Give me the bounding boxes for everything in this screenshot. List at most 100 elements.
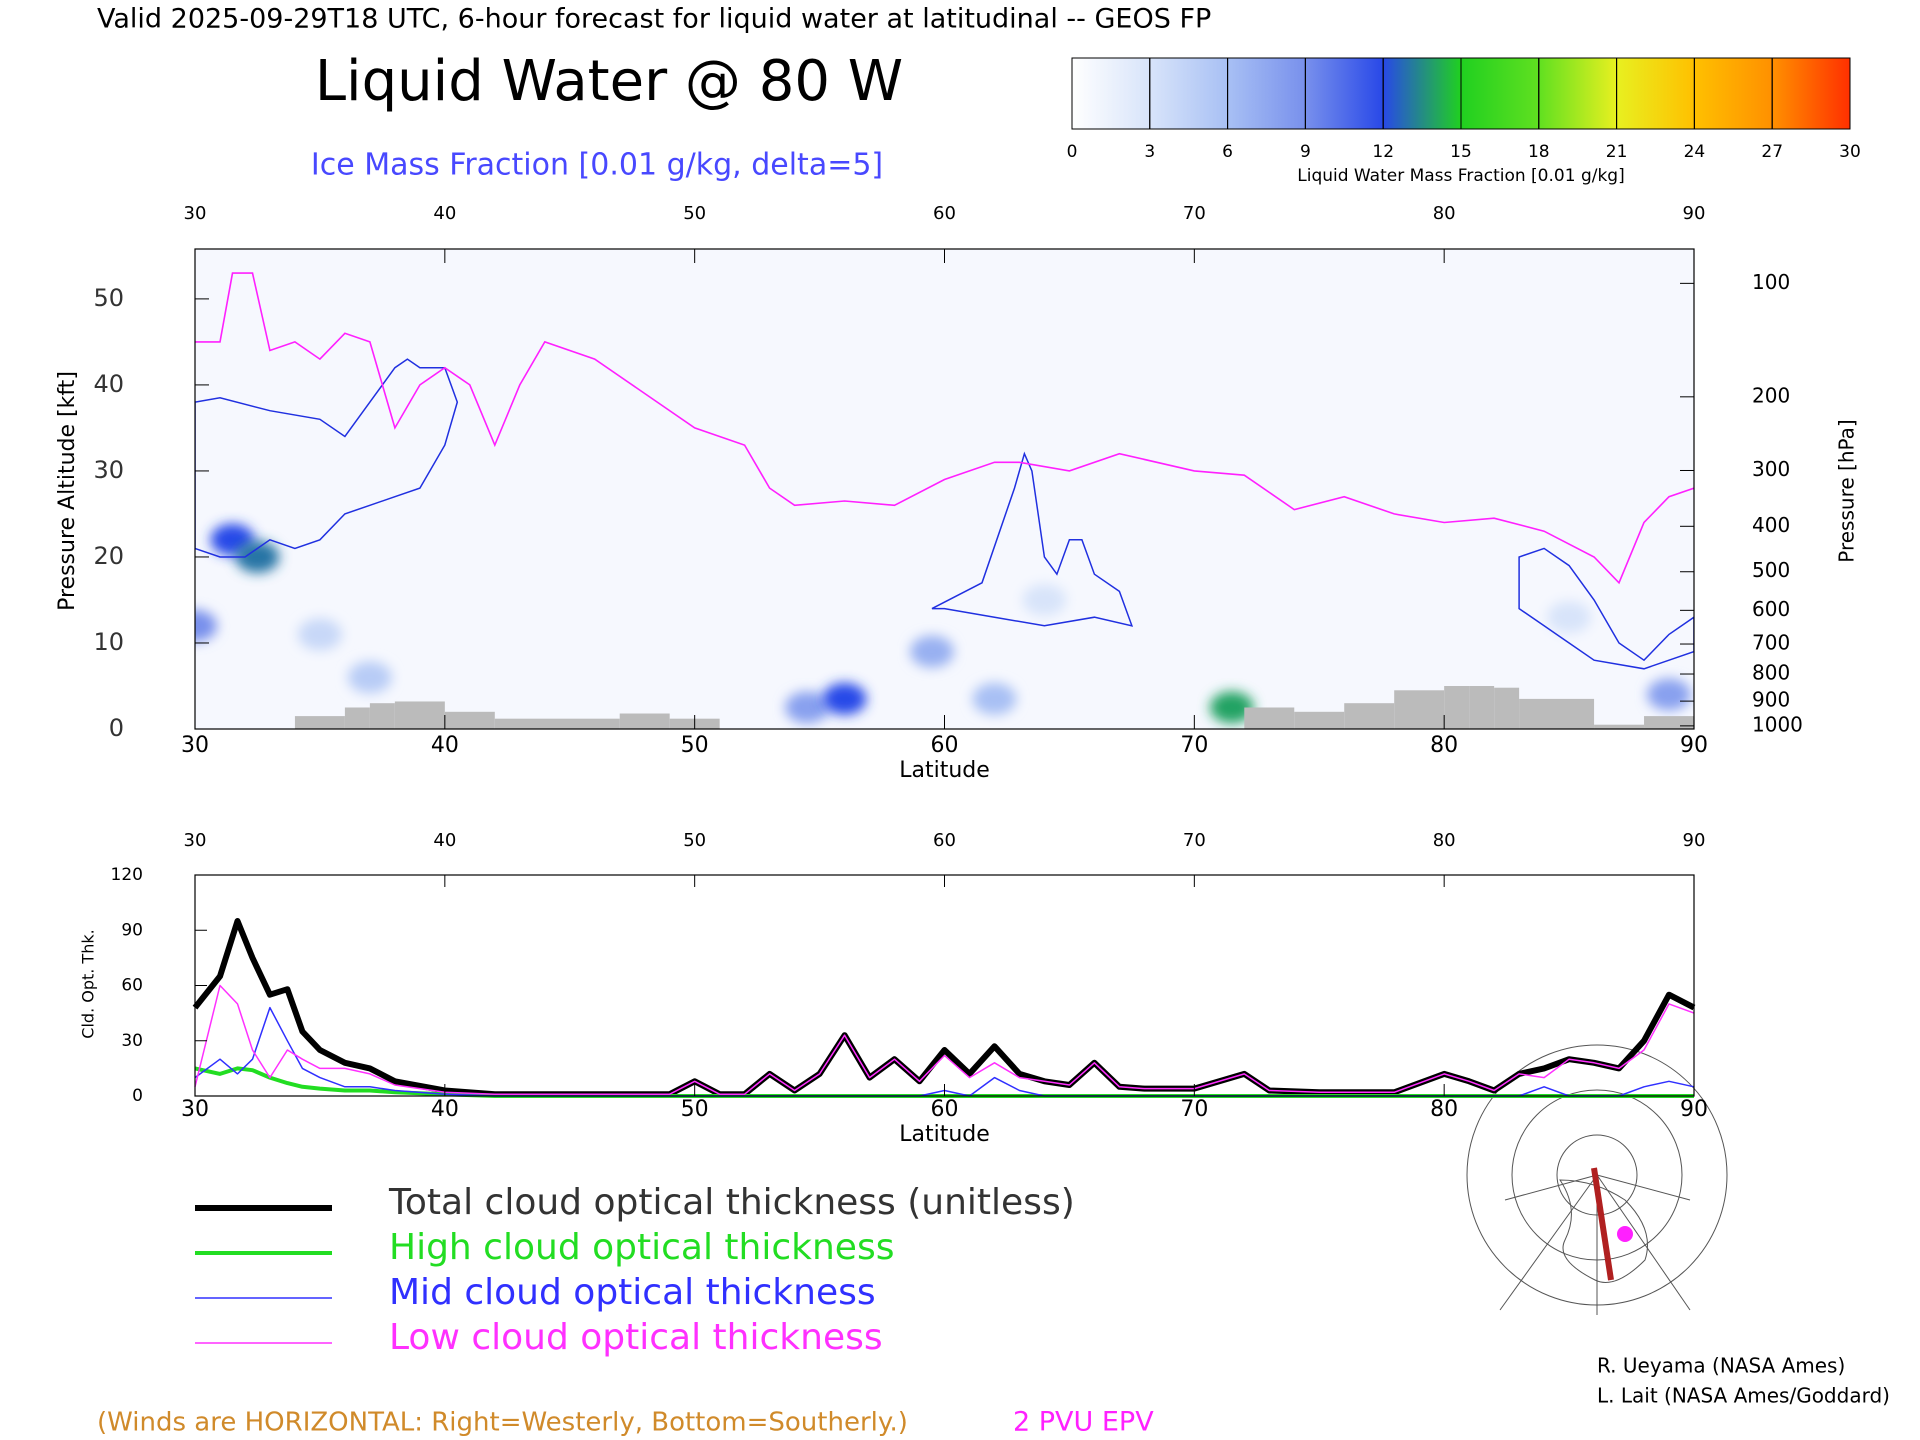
colorbar-box bbox=[1538, 57, 1618, 130]
series-line bbox=[192, 918, 1696, 1098]
colorbar-tick-label: 12 bbox=[1372, 142, 1394, 162]
colorbar-tick-label: 3 bbox=[1144, 142, 1155, 162]
x-tick-label: 30 bbox=[181, 733, 209, 758]
ice-contour bbox=[931, 451, 1134, 627]
x-tick-label: 40 bbox=[431, 733, 459, 758]
terrain-bar bbox=[394, 701, 445, 729]
y-tick-label: 20 bbox=[93, 542, 124, 570]
y-tick-label: 10 bbox=[93, 628, 124, 656]
wind-note: (Winds are HORIZONTAL: Right=Westerly, B… bbox=[97, 1408, 908, 1438]
epv-legend: 2 PVU EPV bbox=[1013, 1407, 1154, 1438]
y-tick-label: 0 bbox=[109, 714, 124, 742]
x-tick-label-top: 70 bbox=[1183, 203, 1206, 224]
liquid-water-patch bbox=[1547, 601, 1592, 634]
terrain-bar bbox=[1594, 724, 1645, 729]
plot-area bbox=[195, 272, 1694, 729]
y-axis-label: Cld. Opt. Thk. bbox=[79, 929, 98, 1038]
y-tick-label: 60 bbox=[121, 976, 143, 996]
liquid-water-patch bbox=[822, 682, 867, 715]
y2-tick-label: 200 bbox=[1752, 383, 1790, 407]
x-axis-label: Latitude bbox=[899, 1122, 990, 1147]
colorbar-tick-label: 15 bbox=[1450, 142, 1472, 162]
colorbar-tick-label: 30 bbox=[1839, 142, 1861, 162]
y2-tick-label: 100 bbox=[1752, 270, 1790, 294]
liquid-water-patch bbox=[1647, 678, 1692, 711]
colorbar-box bbox=[1304, 57, 1384, 130]
chart-title: Liquid Water @ 80 W bbox=[315, 49, 903, 114]
colorbar-tick-label: 0 bbox=[1067, 142, 1078, 162]
terrain-bar bbox=[1394, 690, 1445, 729]
y2-tick-label: 700 bbox=[1752, 631, 1790, 655]
x-tick-label-top: 30 bbox=[184, 203, 207, 224]
liquid-water-patch bbox=[785, 691, 830, 724]
epv-line bbox=[195, 272, 1694, 585]
terrain-bar bbox=[1244, 707, 1295, 729]
liquid-water-patch bbox=[347, 661, 392, 694]
x-axis-label: Latitude bbox=[899, 758, 990, 783]
ice-contour bbox=[1518, 547, 1694, 670]
y-tick-label: 30 bbox=[93, 456, 124, 484]
terrain-bar bbox=[444, 711, 495, 729]
legend-label: Mid cloud optical thickness bbox=[389, 1272, 876, 1313]
y2-tick-label: 900 bbox=[1752, 688, 1790, 712]
y-tick-label: 120 bbox=[111, 865, 143, 885]
terrain-bar bbox=[294, 716, 345, 729]
y-tick-label: 0 bbox=[132, 1086, 143, 1106]
y-tick-label: 30 bbox=[121, 1031, 143, 1051]
y2-tick-label: 1000 bbox=[1752, 712, 1803, 736]
series-line bbox=[194, 984, 1695, 1095]
terrain-bar bbox=[1519, 698, 1595, 729]
y-axis-label: Pressure Altitude [kft] bbox=[55, 371, 80, 611]
terrain-bar bbox=[494, 718, 620, 729]
liquid-water-patch bbox=[910, 635, 955, 668]
x-tick-label-top: 70 bbox=[1183, 830, 1206, 851]
colorbar-tick-label: 9 bbox=[1300, 142, 1311, 162]
terrain-bar bbox=[369, 703, 395, 729]
liquid-water-patch bbox=[1209, 691, 1254, 724]
x-tick-label-top: 40 bbox=[433, 830, 456, 851]
colorbar-box bbox=[1382, 57, 1462, 130]
x-tick-label-top: 80 bbox=[1433, 203, 1456, 224]
colorbar-box bbox=[1616, 57, 1695, 130]
x-tick-label-top: 60 bbox=[933, 203, 956, 224]
colorbar-tick-label: 27 bbox=[1761, 142, 1783, 162]
colorbar-tick-label: 21 bbox=[1606, 142, 1628, 162]
x-tick-label: 80 bbox=[1430, 1097, 1458, 1122]
y-tick-label: 50 bbox=[93, 284, 124, 312]
x-tick-label-top: 40 bbox=[433, 203, 456, 224]
x-tick-label: 50 bbox=[681, 1097, 709, 1122]
x-tick-label: 50 bbox=[681, 733, 709, 758]
x-tick-label: 30 bbox=[181, 1097, 209, 1122]
x-tick-label-top: 30 bbox=[184, 830, 207, 851]
x-tick-label-top: 90 bbox=[1683, 203, 1706, 224]
liquid-water-patch bbox=[297, 618, 342, 651]
liquid-water-patch bbox=[235, 540, 280, 573]
y-tick-label: 90 bbox=[121, 920, 143, 940]
x-tick-label: 40 bbox=[431, 1097, 459, 1122]
colorbar-tick-label: 18 bbox=[1528, 142, 1550, 162]
terrain-bar bbox=[1444, 685, 1470, 729]
y2-tick-label: 300 bbox=[1752, 457, 1790, 481]
y2-tick-label: 800 bbox=[1752, 661, 1790, 685]
colorbar-box bbox=[1693, 57, 1773, 130]
x-tick-label-top: 80 bbox=[1433, 830, 1456, 851]
y2-axis-label: Pressure [hPa] bbox=[1835, 419, 1859, 562]
map-inset bbox=[1466, 1044, 1728, 1315]
x-tick-label: 70 bbox=[1180, 733, 1208, 758]
colorbar-box bbox=[1149, 57, 1229, 130]
terrain-bar bbox=[1344, 703, 1395, 729]
colorbar-box bbox=[1771, 57, 1851, 130]
x-tick-label: 60 bbox=[931, 733, 959, 758]
terrain-bar bbox=[344, 707, 370, 729]
x-tick-label-top: 60 bbox=[933, 830, 956, 851]
colorbar-tick-label: 24 bbox=[1684, 142, 1706, 162]
colorbar-tick-label: 6 bbox=[1222, 142, 1233, 162]
legend-label: Total cloud optical thickness (unitless) bbox=[388, 1182, 1075, 1223]
x-tick-label-top: 50 bbox=[683, 203, 706, 224]
liquid-water-patch bbox=[195, 609, 217, 642]
y2-tick-label: 400 bbox=[1752, 513, 1790, 537]
colorbar-label: Liquid Water Mass Fraction [0.01 g/kg] bbox=[1297, 166, 1624, 186]
terrain-bar bbox=[1469, 685, 1495, 729]
colorbar-box bbox=[1460, 57, 1540, 130]
